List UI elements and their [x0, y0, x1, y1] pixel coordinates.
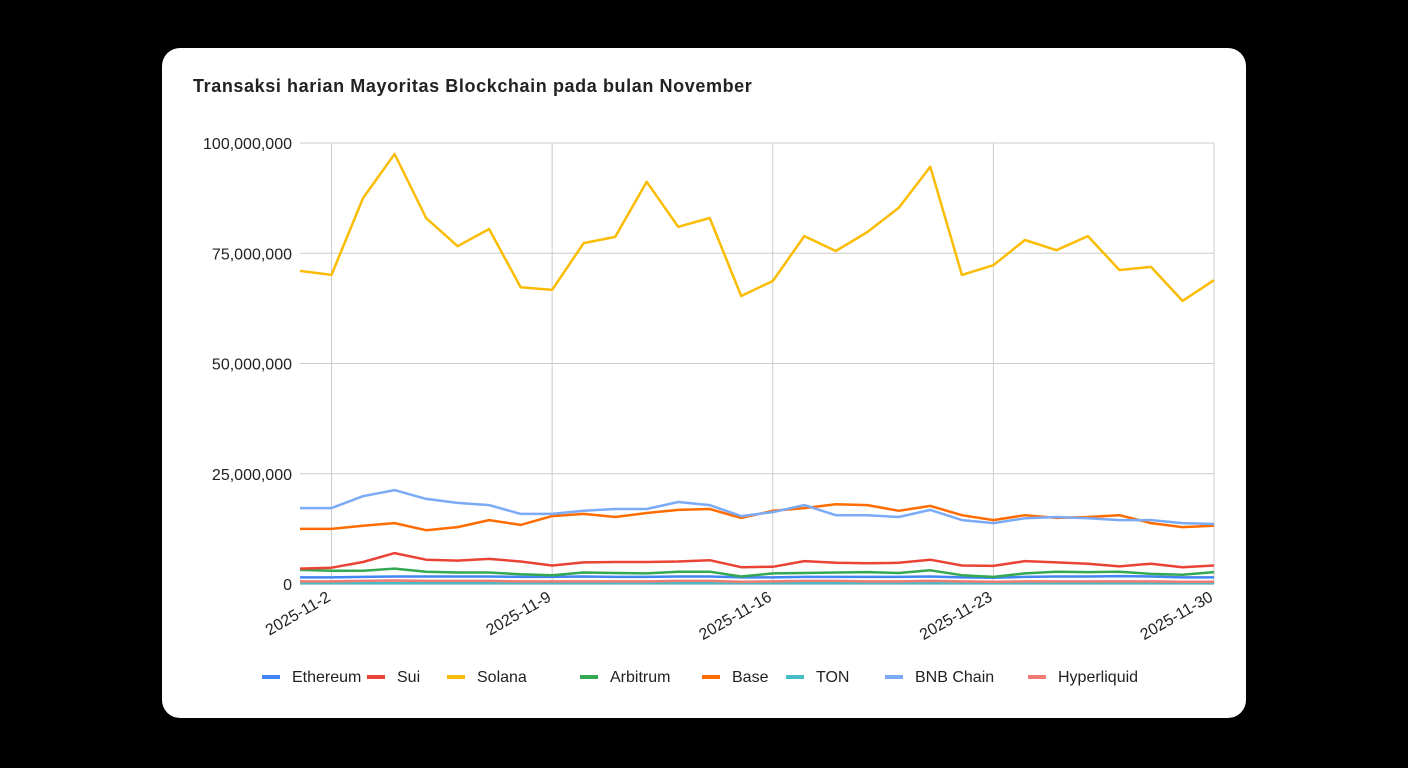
- chart-title: Transaksi harian Mayoritas Blockchain pa…: [193, 76, 753, 96]
- chart-card: Transaksi harian Mayoritas Blockchain pa…: [162, 48, 1246, 718]
- legend-label: TON: [816, 669, 849, 686]
- series-line-sui: [299, 551, 1215, 570]
- series-line-ethereum: [300, 574, 1214, 580]
- y-tick-label: 100,000,000: [203, 136, 292, 153]
- legend-label: Arbitrum: [610, 669, 670, 686]
- x-tick-label: 2025-11-30: [1138, 589, 1216, 644]
- x-tick-label: 2025-11-16: [696, 589, 774, 644]
- y-tick-label: 50,000,000: [212, 357, 292, 374]
- series-line-arbitrum: [299, 567, 1215, 579]
- legend-label: BNB Chain: [915, 669, 994, 686]
- legend-label: Solana: [477, 669, 527, 686]
- legend-label: Ethereum: [292, 669, 361, 686]
- y-tick-label: 75,000,000: [212, 246, 292, 263]
- x-tick-label: 2025-11-23: [917, 589, 995, 644]
- series-line-solana: [299, 152, 1215, 303]
- x-tick-label: 2025-11-9: [483, 589, 554, 640]
- series-line-hyperliquid: [300, 579, 1214, 584]
- legend-label: Hyperliquid: [1058, 669, 1138, 686]
- x-tick-label: 2025-11-2: [263, 589, 334, 640]
- legend-label: Sui: [397, 669, 420, 686]
- y-tick-label: 25,000,000: [212, 467, 292, 484]
- y-tick-label: 0: [283, 577, 292, 594]
- legend-label: Base: [732, 669, 769, 686]
- series-line-bnb-chain: [300, 488, 1215, 526]
